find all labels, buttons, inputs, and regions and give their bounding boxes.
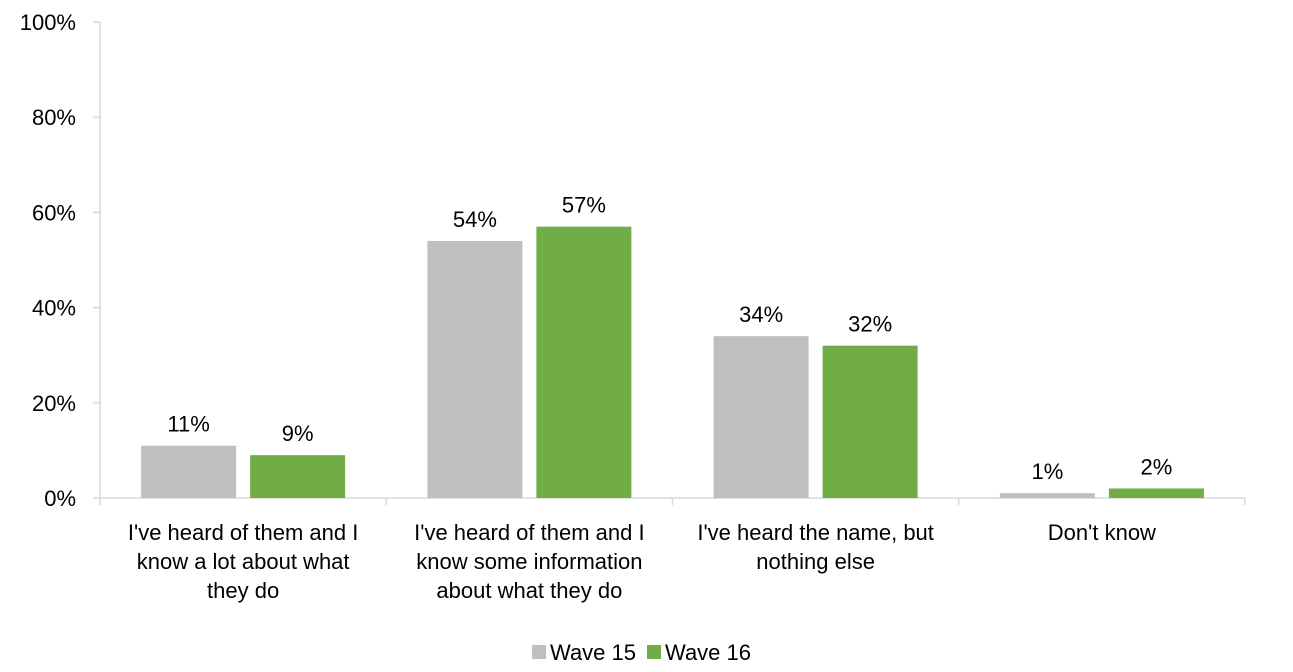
bar xyxy=(999,493,1095,498)
bar xyxy=(536,226,632,498)
y-tick-label: 80% xyxy=(32,105,76,130)
y-tick-label: 100% xyxy=(20,10,76,35)
data-label: 54% xyxy=(453,207,497,232)
data-label: 11% xyxy=(167,412,209,437)
category-label: I've heard of them and I know some inform… xyxy=(414,520,644,603)
y-tick-label: 20% xyxy=(32,391,76,416)
y-axis: 0% 20% 40% 60% 80% 100% xyxy=(20,10,101,511)
data-label: 32% xyxy=(848,312,892,337)
data-label: 1% xyxy=(1031,459,1063,484)
bar xyxy=(1108,488,1204,498)
data-label: 34% xyxy=(739,302,783,327)
category-label-line: I've heard of them and I xyxy=(414,520,644,545)
y-tick-label: 60% xyxy=(32,200,76,225)
data-labels: 11% 9% 54% 57% 34% 32% 1% 2% xyxy=(167,193,1172,485)
bars xyxy=(141,226,1204,498)
data-label: 57% xyxy=(562,193,606,218)
legend-label: Wave 16 xyxy=(665,640,751,665)
legend-swatch xyxy=(647,645,661,659)
category-label-line: they do xyxy=(207,578,279,603)
category-label-line: I've heard the name, but xyxy=(697,520,934,545)
bar xyxy=(427,240,523,498)
category-label: I've heard the name, but nothing else xyxy=(697,520,934,574)
category-label-line: nothing else xyxy=(756,549,875,574)
legend-label: Wave 15 xyxy=(550,640,636,665)
data-label: 9% xyxy=(282,421,314,446)
category-label-line: know some information xyxy=(416,549,642,574)
y-tick-label: 0% xyxy=(44,486,76,511)
category-label-line: about what they do xyxy=(436,578,622,603)
bar xyxy=(822,345,918,498)
legend: Wave 15 Wave 16 xyxy=(532,640,751,665)
category-label: I've heard of them and I know a lot about… xyxy=(128,520,358,603)
bar xyxy=(713,336,809,498)
x-axis xyxy=(99,497,1246,505)
category-label-line: I've heard of them and I xyxy=(128,520,358,545)
legend-swatch xyxy=(532,645,546,659)
category-label-line: Don't know xyxy=(1048,520,1156,545)
category-label-line: know a lot about what xyxy=(137,549,350,574)
data-label: 2% xyxy=(1140,454,1172,479)
bar xyxy=(141,445,237,498)
category-labels: I've heard of them and I know a lot about… xyxy=(128,520,1156,603)
category-label: Don't know xyxy=(1048,520,1156,545)
bar xyxy=(250,455,346,498)
y-tick-label: 40% xyxy=(32,296,76,321)
